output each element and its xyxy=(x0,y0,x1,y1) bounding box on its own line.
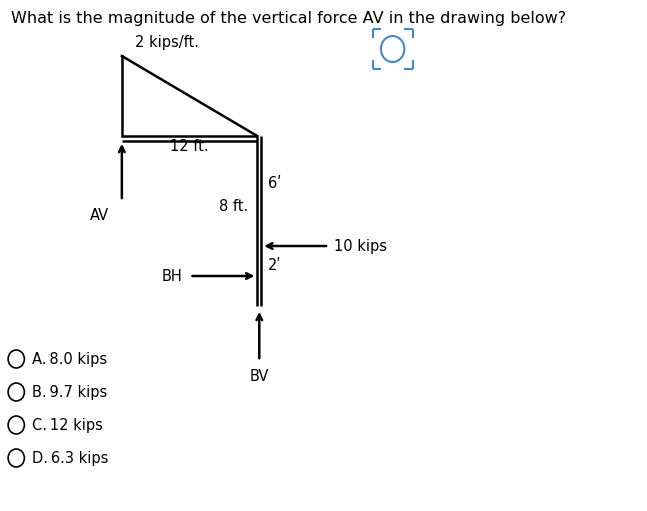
Text: What is the magnitude of the vertical force AV in the drawing below?: What is the magnitude of the vertical fo… xyxy=(11,11,566,26)
Text: AV: AV xyxy=(90,208,109,223)
Text: B. 9.7 kips: B. 9.7 kips xyxy=(32,384,108,400)
Text: 12 ft.: 12 ft. xyxy=(170,139,209,154)
Text: 2ʹ: 2ʹ xyxy=(268,259,281,273)
Text: A. 8.0 kips: A. 8.0 kips xyxy=(32,352,107,366)
Text: C. 12 kips: C. 12 kips xyxy=(32,417,104,432)
Text: D. 6.3 kips: D. 6.3 kips xyxy=(32,451,109,466)
Text: BH: BH xyxy=(162,268,182,284)
Text: 6ʹ: 6ʹ xyxy=(268,175,281,191)
Text: 2 kips/ft.: 2 kips/ft. xyxy=(135,35,199,50)
Text: BV: BV xyxy=(250,369,269,384)
Text: 10 kips: 10 kips xyxy=(333,239,386,253)
Text: 8 ft.: 8 ft. xyxy=(219,198,248,214)
